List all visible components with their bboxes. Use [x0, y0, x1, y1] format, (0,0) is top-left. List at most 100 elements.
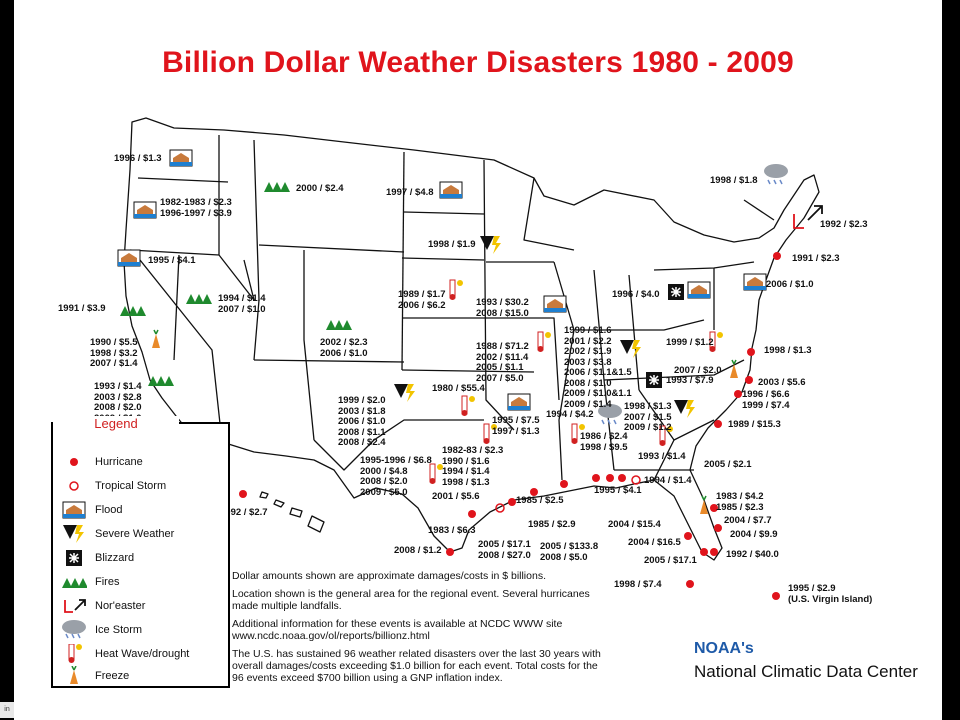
map-label: 1992 / $2.3 — [820, 219, 868, 230]
legend-title: Legend — [53, 416, 179, 431]
hurricane-icon — [684, 532, 692, 540]
map-label: 2003 / $5.6 — [758, 377, 806, 388]
hurricane-icon — [70, 458, 78, 466]
legend-item-ice-storm: Ice Storm — [61, 620, 226, 640]
map-label: 1999 / $1.2 — [666, 337, 714, 348]
heat-wave-icon — [449, 279, 463, 300]
map-label: 1996 / $6.6 1999 / $7.4 — [742, 389, 790, 411]
legend-item-severe-weather: Severe Weather — [61, 524, 226, 544]
legend-label: Hurricane — [95, 456, 143, 468]
heat-wave-icon — [429, 463, 443, 484]
map-label: 2001 / $5.6 — [432, 491, 480, 502]
map-label: 1994 / $1.4 — [644, 475, 692, 486]
ice-markers — [598, 164, 788, 425]
map-label: 1985 / $2.9 — [528, 519, 576, 530]
heat-wave-icon — [571, 423, 585, 444]
credit-name: National Climatic Data Center — [694, 662, 918, 681]
flood-icon — [543, 295, 567, 313]
fires-icon — [326, 320, 352, 330]
map-label: 1995 / $4.1 — [594, 485, 642, 496]
us-map — [117, 117, 823, 600]
fires-icon — [62, 578, 87, 588]
note: The U.S. has sustained 96 weather relate… — [232, 648, 601, 684]
flood-icon — [62, 501, 86, 519]
map-label: 2008 / $1.2 — [394, 545, 442, 556]
legend-label: Heat Wave/drought — [95, 648, 190, 660]
hurricane-icon — [560, 480, 568, 488]
blizzard-markers — [646, 284, 684, 388]
map-label: 1990 / $5.5 1998 / $3.2 2007 / $1.4 — [90, 337, 138, 369]
severe-weather-icon — [394, 384, 415, 402]
ice-storm-icon — [62, 620, 86, 639]
flood-icon — [133, 201, 157, 219]
freeze-icon — [700, 495, 708, 514]
blizzard-icon — [646, 372, 662, 388]
map-label: 1992 / $2.7 — [220, 507, 268, 518]
map-label: 1998 / $1.9 — [428, 239, 476, 250]
map-label: 1997 / $4.8 — [386, 187, 434, 198]
flood-icon — [743, 273, 767, 291]
map-label: 1993 / $30.2 2008 / $15.0 — [476, 297, 529, 319]
slide: Billion Dollar Weather Disasters 1980 - … — [14, 0, 942, 720]
heat-wave-icon — [659, 425, 673, 446]
fires-icon — [120, 306, 146, 316]
hurricane-icon — [446, 548, 454, 556]
severe-markers — [394, 236, 695, 418]
legend-label: Tropical Storm — [95, 480, 167, 492]
hurricane-markers — [239, 252, 781, 600]
map-label: 2004 / $15.4 — [608, 519, 661, 530]
map-label: 1992 / $40.0 — [726, 549, 779, 560]
map-label: 1983 / $4.2 1985 / $2.3 — [716, 491, 764, 513]
legend-label: Flood — [95, 504, 123, 516]
map-label: 1994 / $4.2 — [546, 409, 594, 420]
freeze-markers — [152, 329, 738, 514]
hurricane-icon — [745, 376, 753, 384]
notes: Dollar amounts shown are approximate dam… — [232, 570, 612, 690]
map-title: Billion Dollar Weather Disasters 1980 - … — [162, 46, 794, 79]
hawaii — [259, 491, 325, 533]
fires-icon — [148, 376, 174, 386]
map-label: 1996 / $4.0 — [612, 289, 660, 300]
fire-markers — [120, 182, 352, 386]
severe-weather-icon — [63, 525, 84, 543]
heat-wave-icon — [483, 423, 497, 444]
map-label: 2000 / $2.4 — [296, 183, 344, 194]
hurricane-icon — [714, 420, 722, 428]
legend-item-noreaster: Nor'easter — [61, 596, 226, 616]
credit-org: NOAA's — [694, 640, 754, 657]
blizzard-icon — [66, 550, 82, 566]
flood-icon — [507, 393, 531, 411]
map-label: 1995 / $7.5 1997 / $1.3 — [492, 415, 540, 437]
hurricane-icon — [710, 548, 718, 556]
legend: Legend Hurricane Tropical Storm Flood Se… — [51, 416, 230, 688]
map-label: 1996 / $1.3 — [114, 153, 162, 164]
map-label: 1998 / $1.8 — [710, 175, 758, 186]
freeze-icon — [70, 666, 78, 684]
hurricane-icon — [239, 490, 247, 498]
tropical-storm-icon — [631, 475, 641, 485]
noreaster-icon — [807, 205, 823, 221]
hurricane-icon — [468, 510, 476, 518]
legend-item-blizzard: Blizzard — [61, 548, 226, 568]
fires-icon — [186, 294, 212, 304]
hurricane-icon — [714, 524, 722, 532]
hurricane-icon — [686, 580, 694, 588]
hurricane-icon — [618, 474, 626, 482]
legend-item-tropical-storm: Tropical Storm — [61, 476, 226, 496]
legend-item-freeze: Freeze — [61, 666, 226, 686]
heat-wave-icon — [461, 395, 475, 416]
map-label: 1985 / $2.5 — [516, 495, 564, 506]
map-label: 1994 / $1.4 2007 / $1.0 — [218, 293, 266, 315]
map-label: 2004 / $16.5 — [628, 537, 681, 548]
map-label: 1983 / $6.3 — [428, 525, 476, 536]
map-label: 1991 / $3.9 — [58, 303, 106, 314]
hurricane-icon — [606, 474, 614, 482]
blizzard-icon — [668, 284, 684, 300]
heat-wave-icon — [709, 331, 723, 352]
us-outline — [123, 117, 820, 561]
legend-item-hurricane: Hurricane — [61, 452, 226, 472]
heat-wave-icon — [68, 644, 82, 663]
legend-label: Freeze — [95, 670, 130, 682]
noreaster-icon — [64, 600, 73, 613]
slide-nav-button[interactable]: in — [0, 702, 14, 718]
